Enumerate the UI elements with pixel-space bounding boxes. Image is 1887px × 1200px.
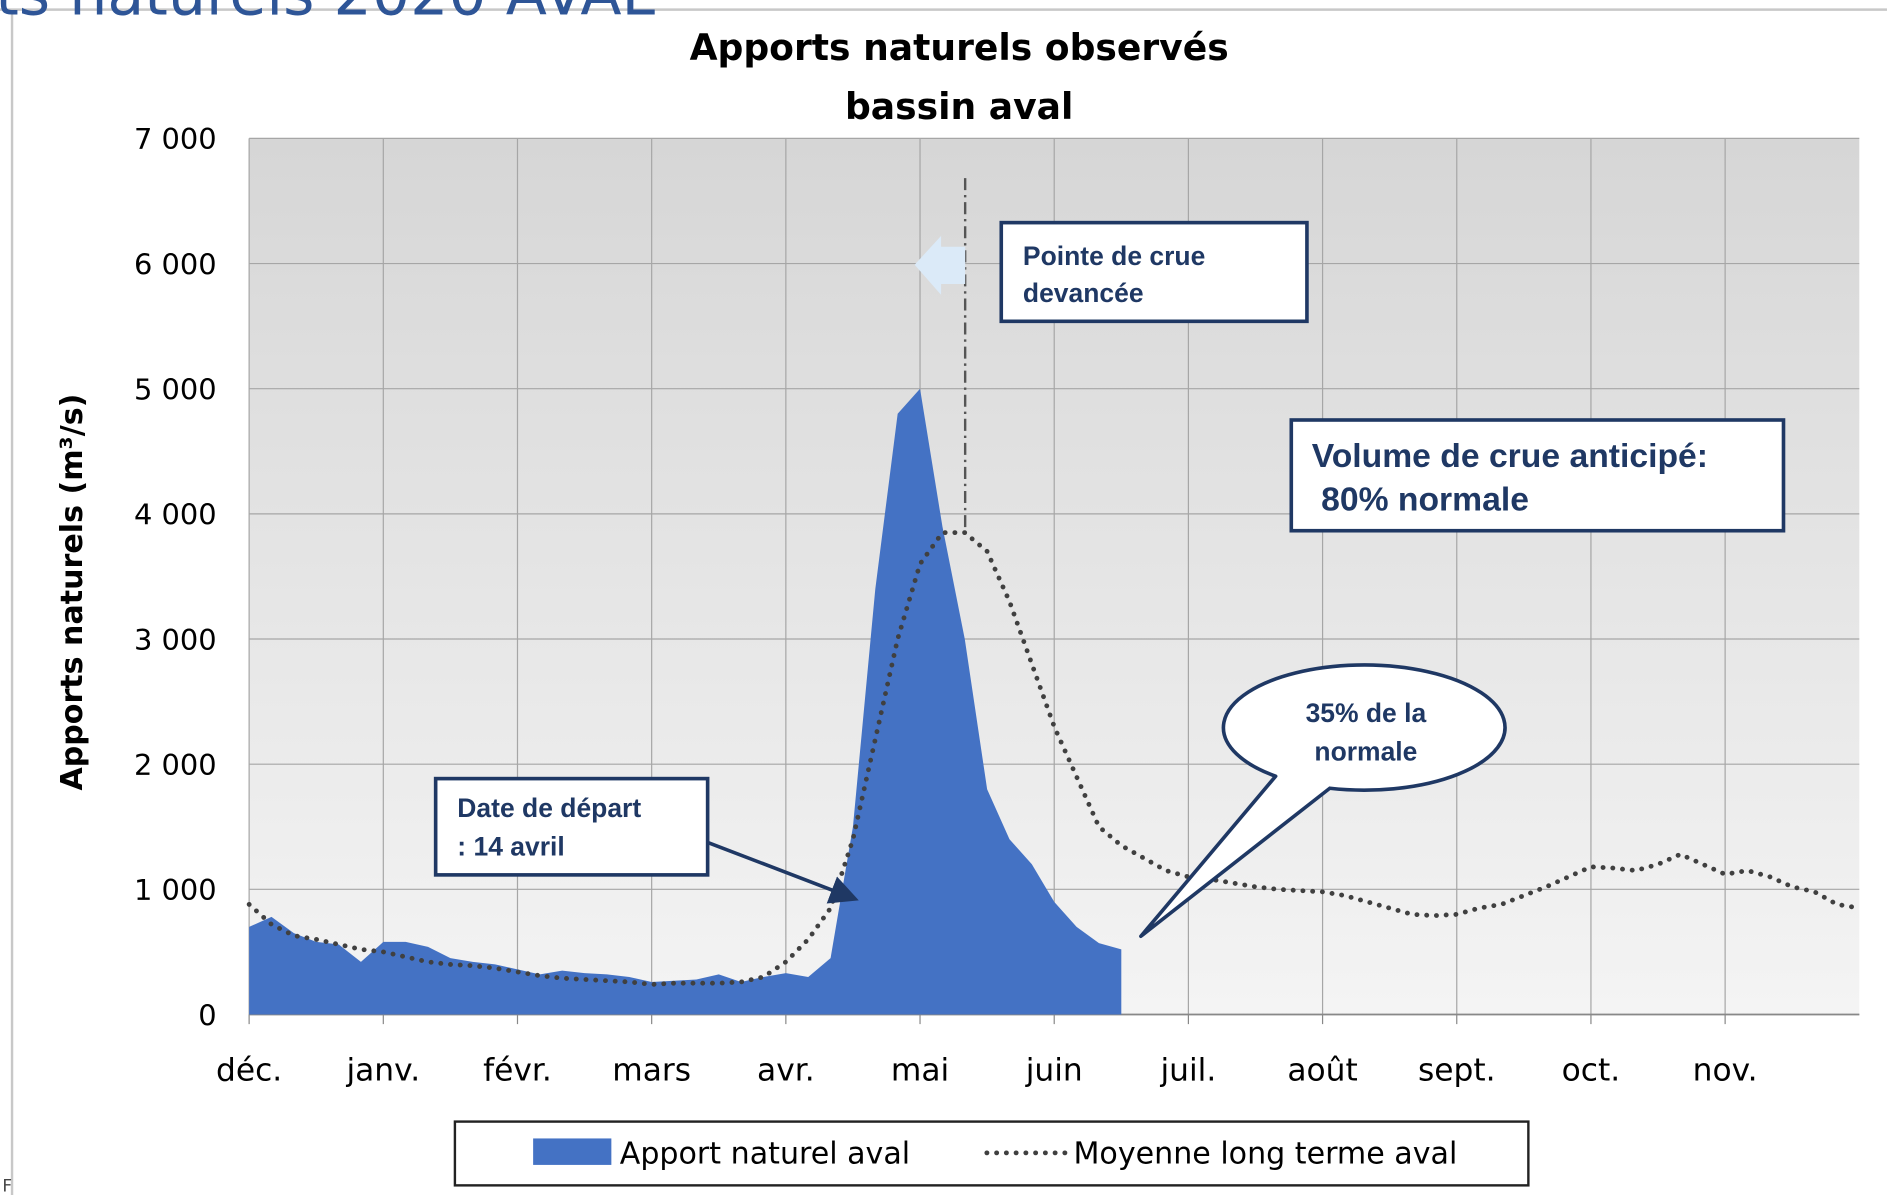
- x-tick-label: janv.: [345, 1053, 420, 1089]
- annotation-box: [999, 220, 1309, 324]
- y-tick-label: 7 000: [134, 122, 217, 156]
- x-tick-label: mars: [612, 1053, 691, 1089]
- x-tick-label: nov.: [1693, 1053, 1758, 1089]
- x-tick-label: févr.: [483, 1053, 552, 1089]
- annotation-arrow: [706, 840, 859, 904]
- x-tick-label: avr.: [757, 1053, 815, 1089]
- y-tick-label: 1 000: [134, 873, 217, 907]
- annotation: Pointe de crue: [1023, 241, 1205, 271]
- annotation: 35% de la: [1306, 698, 1427, 728]
- x-tick-label: août: [1287, 1053, 1357, 1089]
- chart-title: Apports naturels observés: [690, 26, 1229, 69]
- annotation: normale: [1314, 737, 1417, 767]
- annotation: devancée: [1023, 278, 1144, 308]
- annotation: Volume de crue anticipé:: [1312, 438, 1708, 475]
- legend-label: Apport naturel aval: [620, 1137, 910, 1172]
- x-tick-label: juil.: [1159, 1053, 1216, 1089]
- y-tick-label: 3 000: [134, 623, 217, 657]
- y-tick-label: 2 000: [134, 748, 217, 782]
- area: [249, 388, 1122, 1015]
- y-tick-label: 6 000: [134, 247, 217, 281]
- annotation-box: [1289, 418, 1786, 533]
- x-tick-label: juin: [1025, 1053, 1083, 1089]
- line: [246, 530, 1862, 987]
- y-axis-label: Apports naturels (m³/s): [55, 394, 90, 791]
- marks: [246, 388, 1862, 1015]
- page-title: ts naturels 2020 AVAL: [0, 0, 656, 29]
- annotation: Date de départ: [457, 793, 641, 823]
- legend-items: Apport naturel aval Moyenne long terme av…: [533, 1137, 1457, 1172]
- x-tick-label: oct.: [1562, 1053, 1621, 1089]
- x-tick-label: déc.: [216, 1053, 282, 1089]
- x-tick-label: sept.: [1418, 1053, 1496, 1089]
- callout: [1139, 663, 1507, 939]
- grid: 0 1 000 2 000 3 000 4 000 5 000 6 000 7 000 déc.…: [134, 122, 1860, 1089]
- y-tick-label: 0: [198, 998, 216, 1032]
- annotation: 80% normale: [1312, 481, 1529, 518]
- x-tick-label: mai: [891, 1053, 949, 1089]
- arrow-icon: [914, 235, 966, 295]
- legend-label: Moyenne long terme aval: [1073, 1137, 1457, 1172]
- chart-title: bassin aval: [845, 85, 1073, 128]
- footer: F: [2, 1175, 12, 1195]
- legend-swatch: [533, 1138, 612, 1165]
- y-tick-label: 4 000: [134, 498, 217, 532]
- annotation-box: [433, 776, 710, 877]
- y-tick-label: 5 000: [134, 373, 217, 407]
- legend: [453, 1120, 1530, 1187]
- annotation: : 14 avril: [457, 832, 564, 862]
